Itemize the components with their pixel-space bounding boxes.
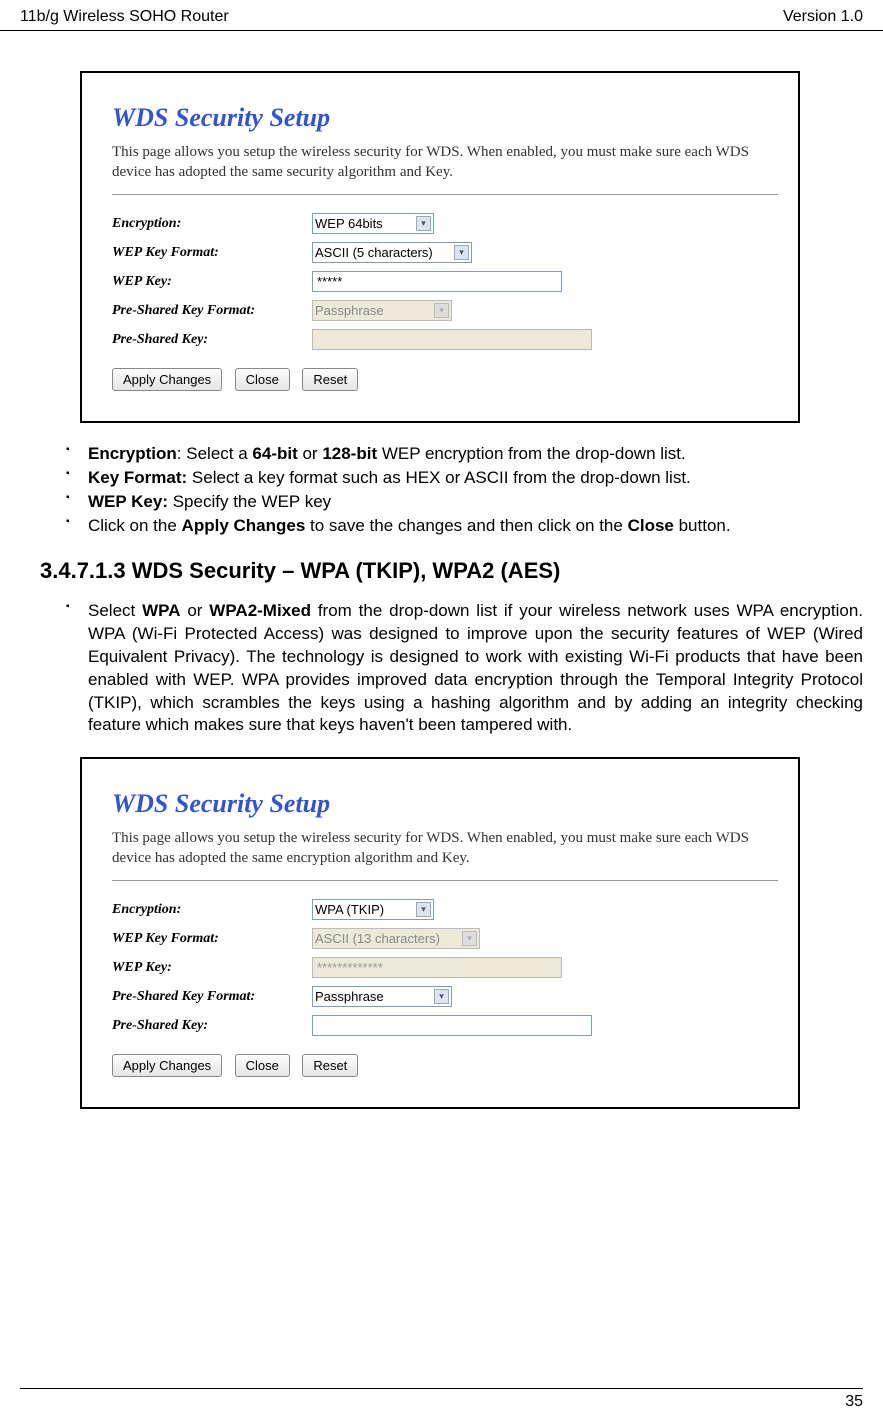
chevron-down-icon: ▾ xyxy=(416,902,431,917)
instruction-list-2: Select WPA or WPA2-Mixed from the drop-d… xyxy=(60,600,863,738)
psk-input xyxy=(312,329,592,350)
wep-key-input[interactable]: ***** xyxy=(312,271,562,292)
wds-security-screenshot-wep: WDS Security Setup This page allows you … xyxy=(80,71,800,423)
psk-format-select: Passphrase ▾ xyxy=(312,300,452,321)
divider xyxy=(112,880,778,881)
page-footer: 35 xyxy=(20,1388,863,1411)
psk-format-label: Pre-Shared Key Format: xyxy=(112,989,312,1005)
encryption-select[interactable]: WPA (TKIP) ▾ xyxy=(312,899,434,920)
reset-button[interactable]: Reset xyxy=(302,1054,358,1077)
psk-format-label: Pre-Shared Key Format: xyxy=(112,303,312,319)
encryption-select[interactable]: WEP 64bits ▾ xyxy=(312,213,434,234)
header-left: 11b/g Wireless SOHO Router xyxy=(20,8,229,26)
encryption-label: Encryption: xyxy=(112,216,312,232)
screenshot-description: This page allows you setup the wireless … xyxy=(112,143,778,182)
psk-format-select[interactable]: Passphrase ▾ xyxy=(312,986,452,1007)
chevron-down-icon: ▾ xyxy=(434,989,449,1004)
page-content: WDS Security Setup This page allows you … xyxy=(0,31,883,1109)
wep-key-format-label: WEP Key Format: xyxy=(112,931,312,947)
chevron-down-icon: ▾ xyxy=(434,303,449,318)
divider xyxy=(112,194,778,195)
apply-changes-button[interactable]: Apply Changes xyxy=(112,368,222,391)
psk-label: Pre-Shared Key: xyxy=(112,1018,312,1034)
list-item: WEP Key: Specify the WEP key xyxy=(60,491,863,514)
page-header: 11b/g Wireless SOHO Router Version 1.0 xyxy=(0,0,883,31)
apply-changes-button[interactable]: Apply Changes xyxy=(112,1054,222,1077)
wep-key-format-select[interactable]: ASCII (5 characters) ▾ xyxy=(312,242,472,263)
page-number: 35 xyxy=(845,1393,863,1410)
screenshot-description: This page allows you setup the wireless … xyxy=(112,829,778,868)
header-right: Version 1.0 xyxy=(783,8,863,26)
section-heading: 3.4.7.1.3 WDS Security – WPA (TKIP), WPA… xyxy=(40,558,863,584)
close-button[interactable]: Close xyxy=(235,368,290,391)
chevron-down-icon: ▾ xyxy=(454,245,469,260)
list-item: Click on the Apply Changes to save the c… xyxy=(60,515,863,538)
encryption-label: Encryption: xyxy=(112,902,312,918)
list-item: Encryption: Select a 64-bit or 128-bit W… xyxy=(60,443,863,466)
wep-key-format-label: WEP Key Format: xyxy=(112,245,312,261)
wds-security-screenshot-wpa: WDS Security Setup This page allows you … xyxy=(80,757,800,1109)
instruction-list-1: Encryption: Select a 64-bit or 128-bit W… xyxy=(60,443,863,538)
chevron-down-icon: ▾ xyxy=(416,216,431,231)
wep-key-input: ************* xyxy=(312,957,562,978)
screenshot-title: WDS Security Setup xyxy=(112,103,778,133)
chevron-down-icon: ▾ xyxy=(462,931,477,946)
wep-key-label: WEP Key: xyxy=(112,274,312,290)
wep-key-format-select: ASCII (13 characters) ▾ xyxy=(312,928,480,949)
list-item: Select WPA or WPA2-Mixed from the drop-d… xyxy=(60,600,863,738)
wep-key-label: WEP Key: xyxy=(112,960,312,976)
close-button[interactable]: Close xyxy=(235,1054,290,1077)
psk-label: Pre-Shared Key: xyxy=(112,332,312,348)
screenshot-title: WDS Security Setup xyxy=(112,789,778,819)
list-item: Key Format: Select a key format such as … xyxy=(60,467,863,490)
reset-button[interactable]: Reset xyxy=(302,368,358,391)
psk-input[interactable] xyxy=(312,1015,592,1036)
